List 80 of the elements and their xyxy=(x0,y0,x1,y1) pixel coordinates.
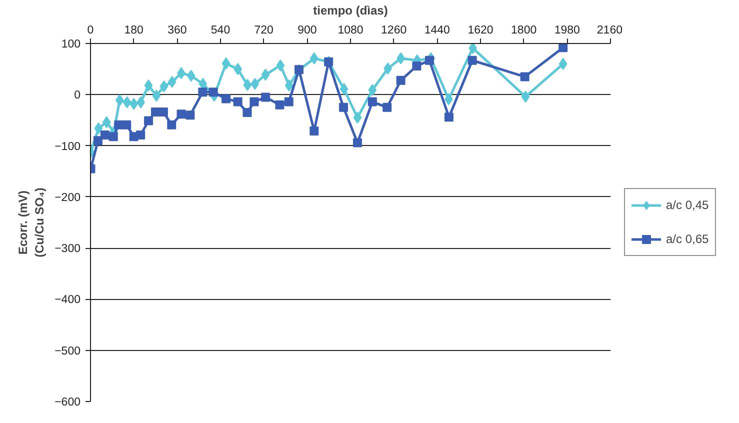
point xyxy=(115,94,124,106)
point xyxy=(558,44,568,52)
point xyxy=(250,78,260,90)
point xyxy=(558,58,568,70)
point xyxy=(176,110,186,119)
point xyxy=(151,108,160,117)
x-tick-label: 180 xyxy=(124,24,144,36)
legend-label: a/c 0,45 xyxy=(666,198,709,212)
point xyxy=(261,68,270,81)
point xyxy=(412,62,422,71)
point xyxy=(233,97,242,106)
x-tick-label: 2160 xyxy=(596,24,623,36)
point xyxy=(284,97,294,106)
x-tick-label: 1620 xyxy=(468,24,494,36)
y-tick-label: 100 xyxy=(61,38,80,50)
point xyxy=(339,102,348,112)
point xyxy=(122,96,132,108)
point xyxy=(168,76,176,88)
point xyxy=(284,79,294,92)
x-tick-label: 1080 xyxy=(338,24,364,36)
point xyxy=(340,83,348,96)
x-tick-label: 1800 xyxy=(511,24,537,36)
point xyxy=(368,97,377,106)
point xyxy=(93,136,102,146)
point xyxy=(114,120,124,130)
y-tick-label: −100 xyxy=(54,140,81,153)
y-tick-label: −300 xyxy=(54,243,81,256)
point xyxy=(310,52,318,64)
x-tick-label: 1980 xyxy=(554,24,580,36)
point xyxy=(198,88,208,97)
point xyxy=(208,88,218,97)
x-tick-label: 900 xyxy=(298,24,317,36)
x-tick-label: 540 xyxy=(210,24,230,36)
point xyxy=(158,108,168,117)
x-tick-label: 720 xyxy=(254,24,274,36)
point xyxy=(396,76,406,85)
point xyxy=(160,80,168,92)
point xyxy=(102,116,111,128)
point xyxy=(144,116,154,126)
point xyxy=(100,130,110,140)
point xyxy=(122,120,132,130)
point xyxy=(250,97,259,106)
x-tick-label: 360 xyxy=(168,24,187,36)
point xyxy=(222,57,230,70)
point xyxy=(242,108,252,118)
x-tick-label: 1260 xyxy=(381,24,407,36)
point xyxy=(468,44,477,54)
point xyxy=(353,112,362,124)
point xyxy=(144,79,153,92)
point xyxy=(424,56,434,65)
y-axis-title: Ecorr. (mV) (Cu/Cu SO₄) xyxy=(16,188,47,258)
x-axis-title: tiempo (dìas) xyxy=(313,4,388,18)
y-tick-label: −200 xyxy=(54,192,81,204)
legend-label: a/c 0,65 xyxy=(666,232,709,246)
point xyxy=(186,70,196,82)
y-tick-label: −600 xyxy=(54,396,81,408)
y-tick-label: −500 xyxy=(54,345,81,358)
point xyxy=(261,92,270,102)
y-tick-label: 0 xyxy=(74,90,81,102)
point xyxy=(94,122,103,134)
point xyxy=(444,112,454,122)
point xyxy=(310,126,319,136)
point xyxy=(520,72,530,82)
point xyxy=(222,94,231,104)
point xyxy=(521,90,530,103)
point xyxy=(243,78,252,91)
point xyxy=(108,132,118,142)
point xyxy=(352,138,362,148)
point xyxy=(276,59,285,72)
point xyxy=(152,90,161,102)
point xyxy=(136,130,146,140)
point xyxy=(382,102,392,112)
point xyxy=(275,100,284,110)
point xyxy=(468,56,477,65)
point xyxy=(167,120,176,130)
point xyxy=(368,84,377,96)
x-tick-label: 1440 xyxy=(424,24,450,36)
point xyxy=(186,110,195,120)
y-tick-label: −400 xyxy=(54,294,81,306)
x-tick-label: 0 xyxy=(87,24,94,36)
